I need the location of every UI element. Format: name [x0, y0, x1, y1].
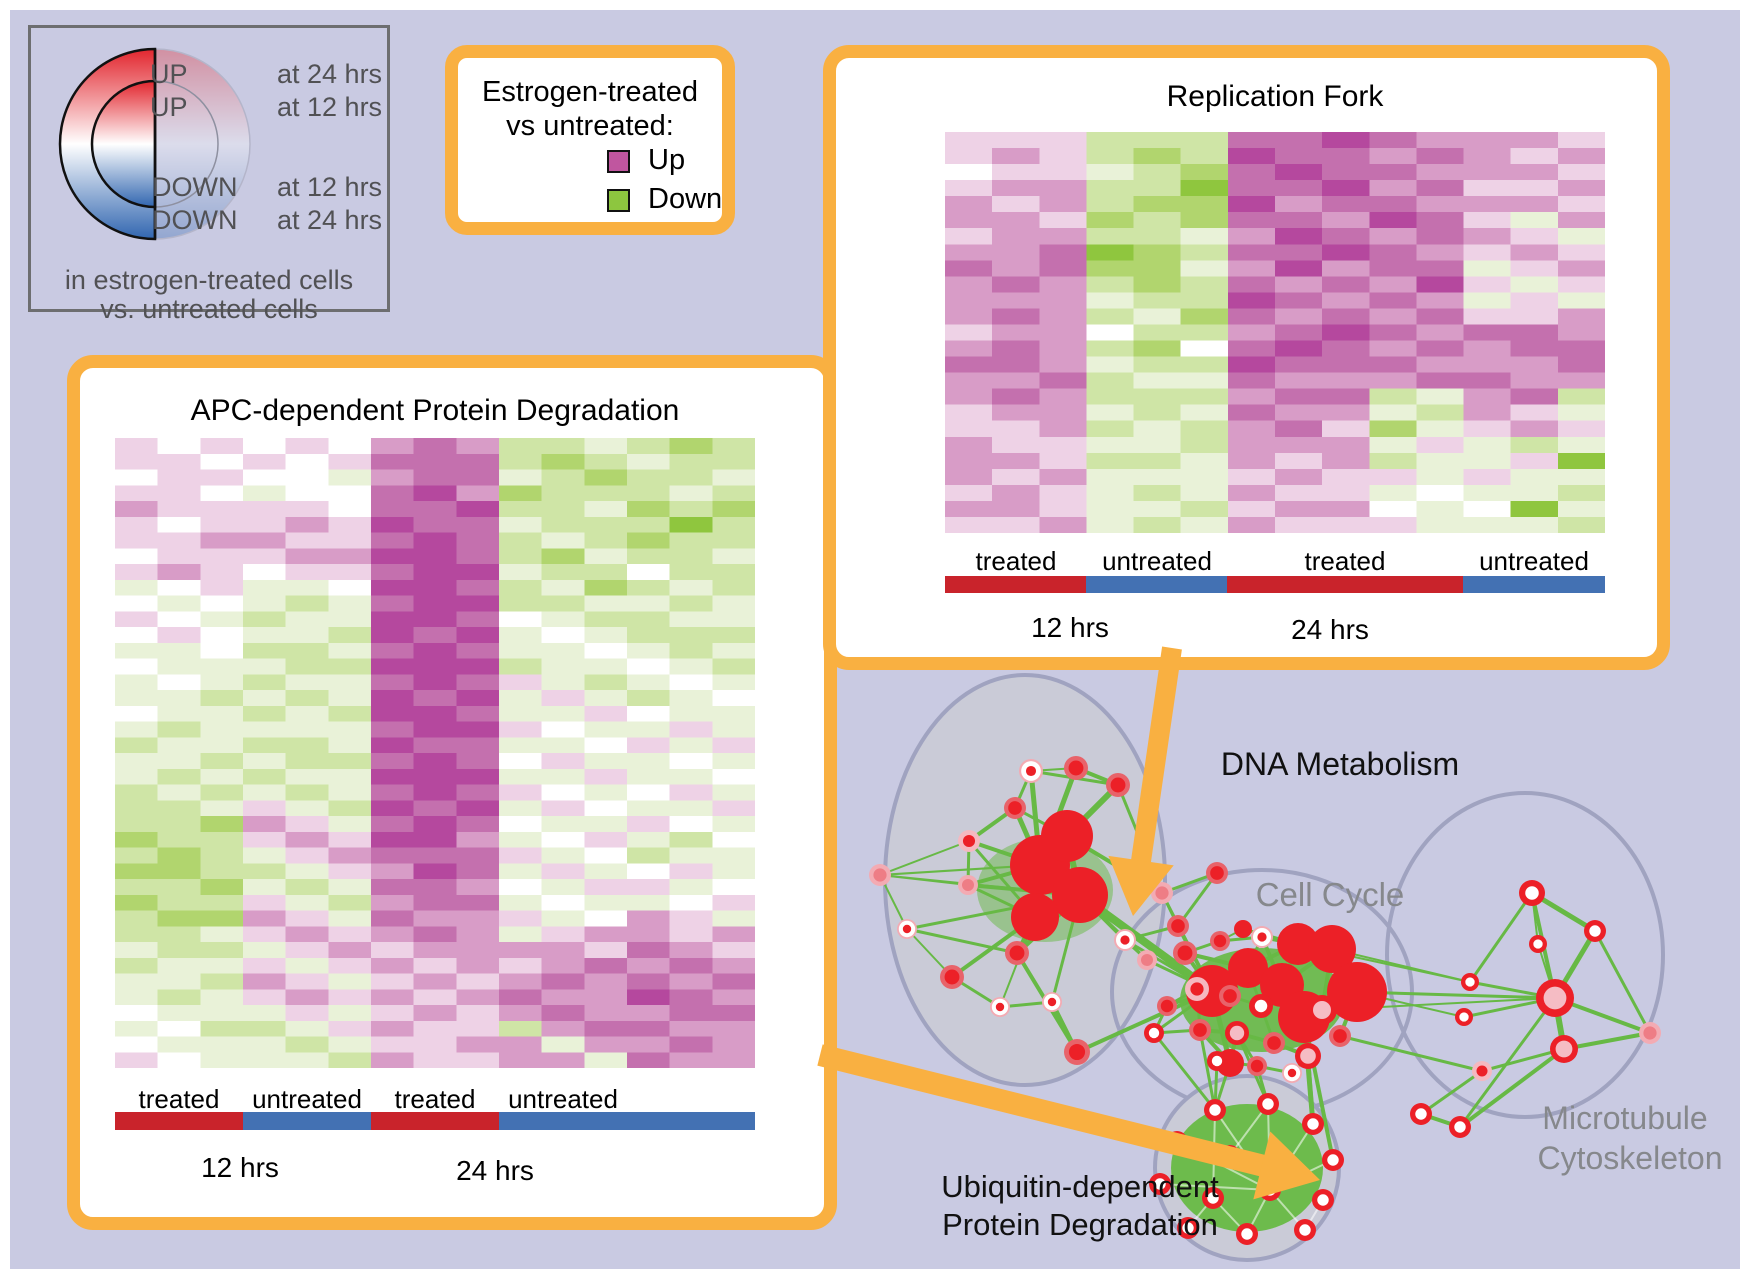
legend-down-24-dir: DOWN	[152, 205, 238, 235]
up-color-swatch-icon	[607, 150, 630, 173]
up-label: Up	[648, 144, 686, 176]
direction-legend-box	[445, 45, 735, 235]
legend-down-24-time: at 24 hrs	[277, 205, 383, 235]
apc-12hrs-label: 12 hrs	[201, 1152, 279, 1183]
legend-footer-line2: vs. untreated cells	[100, 294, 318, 324]
rf-group-label-untreated-24: untreated	[1479, 546, 1589, 576]
rf-untreated-bar-24	[1463, 576, 1605, 593]
legend-down-12-dir: DOWN	[152, 172, 238, 202]
apc-treated-bar-12	[115, 1112, 243, 1130]
rf-untreated-bar-12	[1086, 576, 1227, 593]
rf-12hrs-label: 12 hrs	[1031, 612, 1109, 643]
direction-legend-title-line1: Estrogen-treated	[481, 76, 698, 108]
apc-panel-title: APC-dependent Protein Degradation	[190, 394, 680, 427]
cell-cycle-label: Cell Cycle	[1255, 876, 1405, 913]
apc-24hrs-label: 24 hrs	[456, 1155, 534, 1186]
apc-untreated-bar-24	[499, 1112, 755, 1130]
down-label: Down	[648, 183, 723, 215]
ubiquitin-label-line1: Ubiquitin-dependent	[941, 1169, 1219, 1204]
apc-heatmap-cells	[115, 438, 755, 1068]
down-color-swatch-icon	[607, 189, 630, 212]
direction-legend-title-line2: vs untreated:	[506, 110, 674, 142]
rf-treated-bar-12	[945, 576, 1086, 593]
apc-heatmap	[115, 438, 755, 1068]
rf-group-label-untreated-12: untreated	[1102, 546, 1212, 576]
regulation-legend-box	[28, 25, 390, 312]
rf-group-label-treated-12: treated	[975, 546, 1057, 576]
microtubule-label-line1: Microtubule	[1542, 1100, 1708, 1136]
dna-metabolism-label: DNA Metabolism	[1220, 746, 1460, 782]
legend-down-12-time: at 12 hrs	[277, 172, 383, 202]
rf-treated-bar-24	[1227, 576, 1463, 593]
rf-24hrs-label: 24 hrs	[1291, 614, 1369, 645]
legend-footer-line1: in estrogen-treated cells	[64, 265, 354, 295]
legend-up-12-time: at 12 hrs	[277, 92, 383, 122]
apc-group-label-untreated-24: untreated	[508, 1084, 618, 1114]
microtubule-label-line2: Cytoskeleton	[1537, 1140, 1723, 1176]
ubiquitin-label-line2: Protein Degradation	[942, 1207, 1218, 1242]
rf-heatmap-cells	[945, 132, 1605, 533]
regulation-gradient-circle-icon	[58, 47, 251, 241]
replication-fork-title: Replication Fork	[1166, 80, 1384, 113]
apc-untreated-bar-12	[243, 1112, 371, 1130]
apc-group-label-treated-24: treated	[394, 1084, 476, 1114]
replication-fork-heatmap	[945, 132, 1605, 533]
apc-treated-bar-24	[371, 1112, 499, 1130]
apc-group-label-treated-12: treated	[138, 1084, 220, 1114]
apc-group-label-untreated-12: untreated	[252, 1084, 362, 1114]
legend-up-24-dir: UP	[150, 59, 188, 89]
legend-up-24-time: at 24 hrs	[277, 59, 383, 89]
legend-up-12-dir: UP	[150, 92, 188, 122]
rf-group-label-treated-24: treated	[1304, 546, 1386, 576]
